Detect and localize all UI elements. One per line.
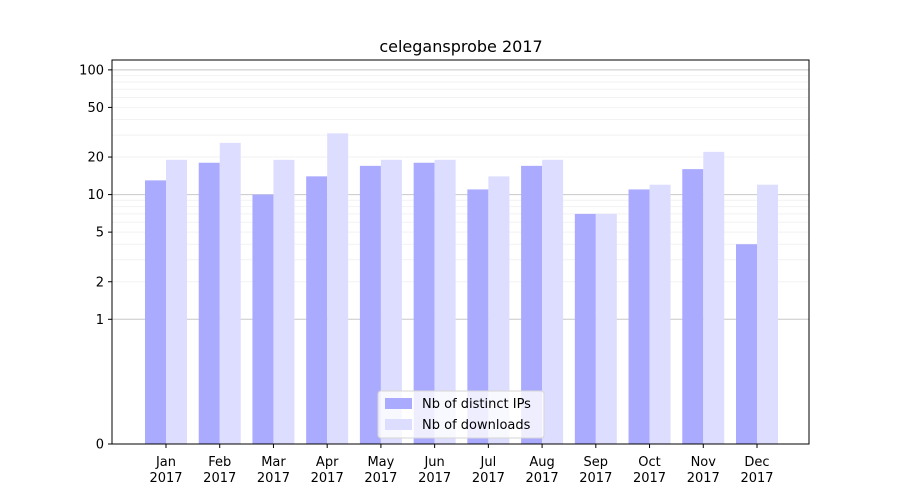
bar xyxy=(574,213,596,444)
x-tick-label-month: Aug xyxy=(529,455,554,470)
bar xyxy=(306,176,328,444)
x-tick-label-year: 2017 xyxy=(687,471,720,486)
legend-label: Nb of downloads xyxy=(422,418,531,433)
y-axis: 0 1 2 5 10 20 50 100 xyxy=(79,63,112,453)
x-tick-label-year: 2017 xyxy=(526,471,559,486)
y-tick-label: 10 xyxy=(87,188,104,203)
y-tick-label: 2 xyxy=(96,275,104,290)
x-tick-label-year: 2017 xyxy=(418,471,451,486)
y-tick-label: 1 xyxy=(96,313,104,328)
x-tick-label-year: 2017 xyxy=(579,471,612,486)
x-tick-label-month: Dec xyxy=(744,455,769,470)
bar xyxy=(703,151,725,444)
bar xyxy=(757,184,778,444)
bar xyxy=(198,162,220,444)
x-tick-label-year: 2017 xyxy=(203,471,236,486)
legend-label: Nb of distinct IPs xyxy=(422,397,531,412)
y-tick-label: 20 xyxy=(87,151,104,166)
x-tick-label-year: 2017 xyxy=(740,471,773,486)
legend-swatch xyxy=(385,398,412,409)
bar xyxy=(359,165,381,444)
x-tick-label-month: Jul xyxy=(480,455,497,470)
bar xyxy=(252,194,274,444)
x-tick-label-month: Sep xyxy=(584,455,609,470)
plot-frame xyxy=(111,59,810,445)
legend-box xyxy=(377,390,545,439)
bar xyxy=(219,142,241,445)
x-tick-label-month: Nov xyxy=(691,455,717,470)
bar xyxy=(682,169,704,444)
bar xyxy=(649,184,671,444)
x-tick-label-month: Apr xyxy=(316,455,339,470)
x-tick-label-year: 2017 xyxy=(364,471,397,486)
x-tick-label-year: 2017 xyxy=(472,471,505,486)
y-tick-label: 100 xyxy=(79,63,104,78)
bar xyxy=(145,180,166,444)
bars-layer xyxy=(145,133,778,445)
x-tick-label-month: Feb xyxy=(208,455,231,470)
bar xyxy=(595,213,617,444)
x-tick-label-year: 2017 xyxy=(633,471,666,486)
bar xyxy=(166,159,187,444)
x-tick-label-year: 2017 xyxy=(311,471,344,486)
x-axis: Jan2017Feb2017Mar2017Apr2017May2017Jun20… xyxy=(149,444,774,486)
bar xyxy=(413,162,435,444)
x-tick-label-month: Jun xyxy=(423,455,444,470)
y-tick-label: 50 xyxy=(87,101,104,116)
bar xyxy=(542,159,564,444)
x-tick-label-year: 2017 xyxy=(149,471,182,486)
bar xyxy=(434,159,456,444)
x-tick-label-month: Oct xyxy=(638,455,660,470)
y-tick-label: 0 xyxy=(96,438,104,453)
bar xyxy=(521,165,543,444)
x-tick-label-year: 2017 xyxy=(257,471,290,486)
bar xyxy=(327,133,349,444)
x-tick-label-month: Jan xyxy=(155,455,176,470)
bar xyxy=(736,244,757,444)
y-tick-label: 5 xyxy=(96,226,104,241)
bar xyxy=(467,189,489,444)
legend-swatch xyxy=(385,419,412,430)
bar xyxy=(380,159,402,444)
chart-title: celegansprobe 2017 xyxy=(379,37,542,56)
bar xyxy=(488,176,510,444)
bar xyxy=(273,159,295,444)
x-tick-label-month: May xyxy=(367,455,394,470)
legend: Nb of distinct IPs Nb of downloads xyxy=(377,390,545,439)
bar xyxy=(628,189,650,444)
x-tick-label-month: Mar xyxy=(261,455,286,470)
